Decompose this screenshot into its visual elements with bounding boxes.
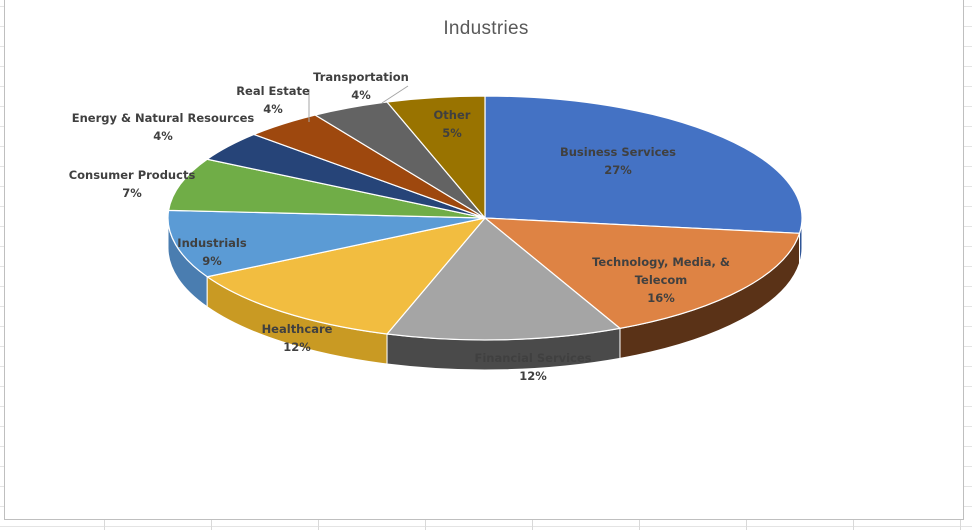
data-label-name: Consumer Products (69, 168, 196, 182)
data-label-consumer-products: Consumer Products 7% (69, 168, 196, 200)
data-label-healthcare: Healthcare 12% (262, 322, 333, 354)
data-label-value: 12% (283, 340, 311, 354)
data-label-name: Transportation (313, 70, 409, 84)
slice-consumer-products[interactable] (168, 158, 486, 219)
slice-industrials[interactable] (167, 209, 486, 278)
data-label-real-estate: Real Estate 4% (236, 84, 310, 116)
data-label-transportation: Transportation 4% (313, 70, 409, 102)
data-label-name: Telecom (635, 273, 688, 287)
data-label-value: 27% (604, 163, 632, 177)
data-label-industrials: Industrials 9% (177, 236, 247, 268)
data-label-name: Other (434, 108, 471, 122)
data-label-financial-services: Financial Services 12% (474, 351, 591, 383)
data-label-name: Industrials (177, 236, 247, 250)
data-label-value: 7% (122, 186, 142, 200)
data-label-value: 9% (202, 254, 222, 268)
data-label-value: 4% (153, 129, 173, 143)
data-label-technology-media-telecom: Technology, Media, & Telecom 16% (592, 255, 730, 305)
data-label-name: Technology, Media, & (592, 255, 730, 269)
slice-technology-media-telecom[interactable] (484, 217, 801, 329)
slice-financial-services[interactable] (386, 217, 621, 341)
slice-other[interactable] (386, 95, 486, 219)
slice-business-services[interactable] (484, 95, 803, 234)
data-label-business-services: Business Services 27% (560, 145, 676, 177)
data-label-name: Energy & Natural Resources (72, 111, 255, 125)
data-label-name: Real Estate (236, 84, 310, 98)
data-label-other: Other 5% (434, 108, 471, 140)
data-label-name: Business Services (560, 145, 676, 159)
data-label-name: Financial Services (474, 351, 591, 365)
data-label-value: 12% (519, 369, 547, 383)
data-label-value: 5% (442, 126, 462, 140)
data-label-energy-natural-resources: Energy & Natural Resources 4% (72, 111, 255, 143)
data-label-value: 4% (351, 88, 371, 102)
data-label-name: Healthcare (262, 322, 333, 336)
data-label-value: 4% (263, 102, 283, 116)
slice-healthcare[interactable] (206, 217, 486, 335)
chart-title: Industries (443, 18, 529, 39)
leader-line-transportation (381, 85, 409, 104)
data-label-value: 16% (647, 291, 675, 305)
